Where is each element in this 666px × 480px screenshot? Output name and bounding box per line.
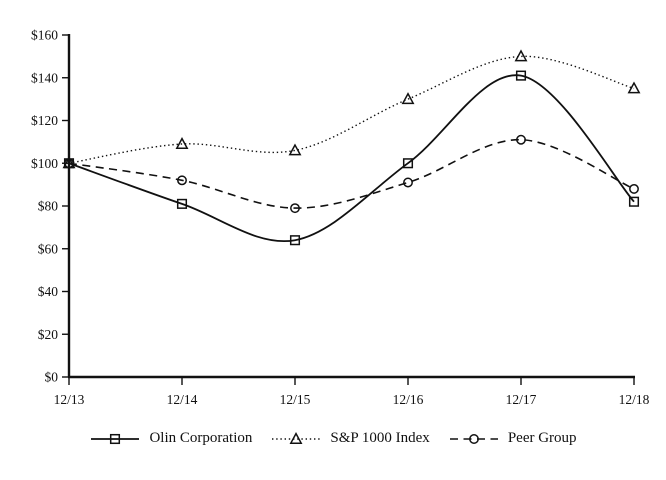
y-tick-label: $120 — [31, 113, 58, 128]
data-point-s-p-1000-index-12-18 — [627, 81, 641, 94]
data-point-olin-corporation-12-18 — [628, 196, 640, 207]
y-tick-label: $80 — [38, 199, 59, 214]
legend-label: S&P 1000 Index — [330, 430, 430, 446]
data-point-peer-group-12-13 — [64, 158, 74, 169]
dotted-line-sample-icon — [272, 431, 321, 444]
y-tick-label: $60 — [38, 241, 59, 256]
y-tick-label: $100 — [31, 156, 58, 171]
chart-legend: Olin Corporation S&P 1000 Index Peer Group — [0, 430, 666, 447]
y-tick-label: $20 — [38, 327, 59, 342]
data-point-s-p-1000-index-12-17 — [514, 49, 528, 62]
series-line-peer-group — [68, 138, 635, 209]
solid-line-sample-icon — [91, 433, 140, 444]
data-point-peer-group-12-16 — [403, 177, 413, 188]
y-tick-label: $0 — [45, 370, 59, 385]
x-tick-label: 12/13 — [54, 392, 85, 407]
series-line-s-p-1000-index — [68, 55, 635, 164]
series-line-olin-corporation — [68, 74, 635, 243]
x-tick-label: 12/15 — [280, 392, 311, 407]
square-marker-icon — [110, 433, 121, 444]
x-tick-label: 12/16 — [393, 392, 424, 407]
y-tick-label: $140 — [31, 70, 58, 85]
legend-item-olin-corporation: Olin Corporation — [89, 430, 252, 447]
data-point-peer-group-12-14 — [177, 175, 187, 186]
data-point-olin-corporation-12-17 — [515, 70, 527, 81]
data-point-peer-group-12-17 — [516, 134, 526, 145]
legend-item-s-p-1000-index: S&P 1000 Index — [270, 430, 430, 447]
data-point-olin-corporation-12-14 — [176, 198, 188, 209]
legend-item-peer-group: Peer Group — [448, 430, 577, 447]
y-tick-label: $160 — [31, 28, 58, 43]
circle-marker-icon — [468, 433, 479, 444]
dashed-line-sample-icon — [449, 433, 498, 444]
legend-label: Peer Group — [507, 430, 577, 446]
triangle-marker-icon — [289, 431, 303, 444]
data-point-olin-corporation-12-15 — [289, 235, 301, 246]
data-point-s-p-1000-index-12-16 — [401, 92, 415, 105]
data-point-peer-group-12-18 — [629, 183, 639, 194]
x-tick-label: 12/17 — [506, 392, 537, 407]
legend-label: Olin Corporation — [149, 430, 253, 446]
x-tick-label: 12/18 — [619, 392, 650, 407]
y-tick-label: $40 — [38, 284, 59, 299]
data-point-olin-corporation-12-16 — [402, 158, 414, 169]
data-point-s-p-1000-index-12-15 — [288, 143, 302, 156]
plot-area: $0 $20 $40 $60 $80 $100 $120 $140 $160 12/13 12/14… — [31, 28, 650, 408]
data-point-peer-group-12-15 — [290, 203, 300, 214]
x-tick-label: 12/14 — [167, 392, 198, 407]
data-point-s-p-1000-index-12-14 — [175, 137, 189, 149]
